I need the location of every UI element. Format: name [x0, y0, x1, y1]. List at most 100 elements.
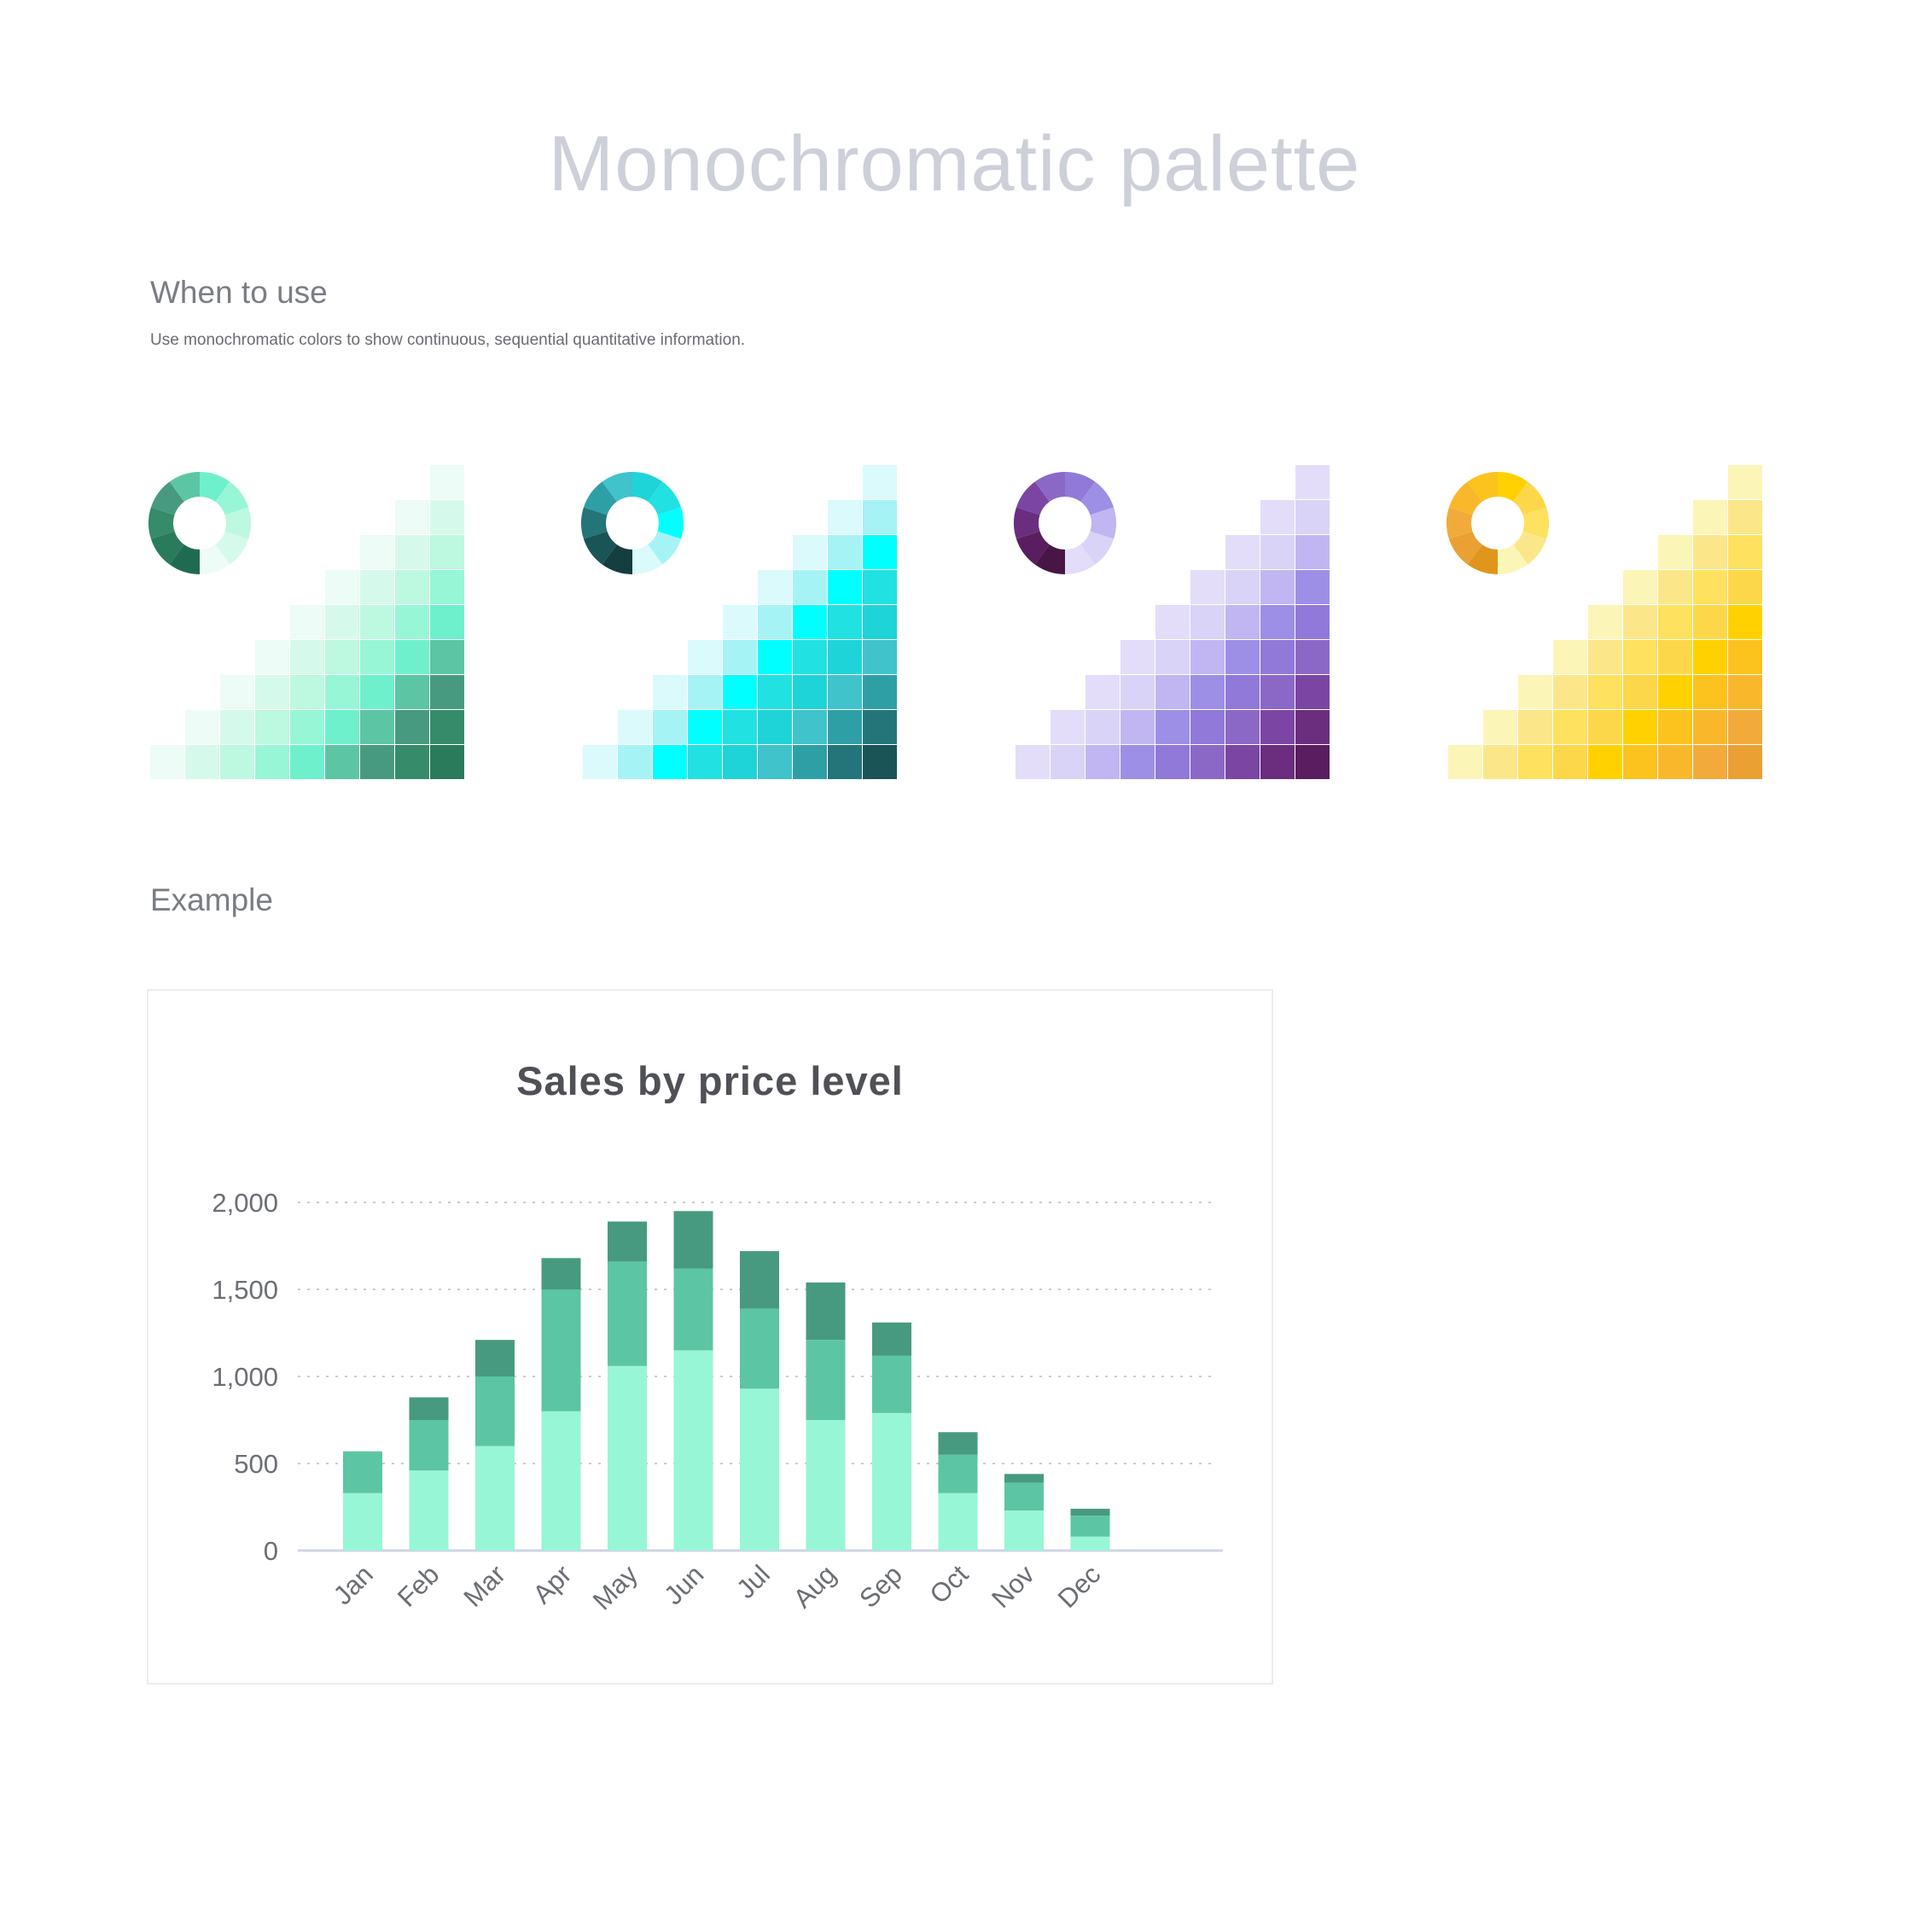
- swatch-cell: [1120, 675, 1155, 709]
- swatch-cell: [1658, 535, 1692, 569]
- swatch-cell: [1553, 710, 1587, 744]
- swatch-cell: [1051, 745, 1085, 779]
- swatch-cell: [1518, 675, 1552, 709]
- bar-segment-nov-2: [1004, 1482, 1044, 1511]
- swatch-cell: [653, 675, 687, 709]
- swatch-cell: [185, 745, 219, 779]
- x-tick-label: Jan: [328, 1559, 379, 1610]
- swatch-cell: [430, 500, 464, 534]
- swatch-cell: [758, 675, 792, 709]
- swatch-cell: [1623, 675, 1657, 709]
- swatch-cell: [1553, 745, 1587, 779]
- donut-slice: [1065, 544, 1096, 574]
- swatch-cell: [360, 710, 394, 744]
- x-tick-label: Dec: [1052, 1559, 1107, 1614]
- swatch-cell: [1120, 640, 1155, 674]
- swatch-cell: [290, 640, 324, 674]
- swatch-cell: [828, 535, 862, 569]
- x-tick-label: Jul: [730, 1559, 776, 1604]
- swatch-cell: [1225, 535, 1260, 569]
- swatch-cell: [1693, 710, 1727, 744]
- swatch-cell: [430, 535, 464, 569]
- swatch-cell: [290, 675, 324, 709]
- donut-slice: [148, 507, 175, 539]
- donut-slice: [200, 544, 230, 574]
- swatch-cell: [828, 570, 862, 604]
- swatch-cell: [360, 570, 394, 604]
- swatch-cell: [1518, 745, 1552, 779]
- swatch-cell: [325, 710, 359, 744]
- donut-slice: [1513, 481, 1547, 515]
- palette-yellow: [1446, 465, 1762, 779]
- bar-segment-jul-2: [740, 1308, 779, 1389]
- donut-slice: [1014, 507, 1040, 539]
- bar-segment-aug-2: [806, 1340, 846, 1420]
- donut-slice: [648, 481, 682, 515]
- swatch-cell: [1190, 605, 1225, 639]
- donut-slice: [602, 472, 632, 502]
- y-tick-label: 1,500: [212, 1275, 278, 1305]
- swatch-cell: [1190, 710, 1225, 744]
- palette-purple: [1014, 465, 1330, 779]
- swatch-cell: [1260, 640, 1295, 674]
- swatch-cell: [220, 745, 254, 779]
- swatch-cell: [828, 605, 862, 639]
- donut-slice: [1446, 507, 1473, 539]
- donut-slice: [1065, 472, 1096, 502]
- swatch-cell: [688, 745, 722, 779]
- swatch-cell: [1693, 745, 1727, 779]
- donut-slice: [1448, 481, 1482, 515]
- swatch-cell: [395, 675, 429, 709]
- bar-segment-nov-3: [1004, 1474, 1044, 1483]
- swatch-cell: [828, 675, 862, 709]
- palette-teal: [581, 465, 897, 779]
- swatch-cell: [1260, 745, 1295, 779]
- swatch-cell: [1260, 675, 1295, 709]
- y-tick-label: 2,000: [212, 1188, 278, 1218]
- swatch-cell: [1588, 605, 1622, 639]
- swatch-cell: [1295, 500, 1330, 534]
- palette-swatches: [148, 465, 1762, 779]
- swatch-cell: [828, 710, 862, 744]
- donut-slice: [632, 472, 663, 502]
- x-tick-label: Apr: [527, 1559, 578, 1609]
- swatch-cell: [1155, 675, 1190, 709]
- donut-slice: [1034, 544, 1065, 574]
- bar-segment-jul-1: [740, 1388, 779, 1551]
- donut-slice: [581, 507, 608, 539]
- swatch-cell: [1295, 710, 1330, 744]
- donut-slice: [169, 472, 200, 502]
- swatch-cell: [1260, 570, 1295, 604]
- swatch-cell: [325, 640, 359, 674]
- swatch-cell: [863, 500, 897, 534]
- donut-slice: [1498, 544, 1528, 574]
- donut-slice: [602, 544, 632, 574]
- bar-segment-feb-1: [409, 1470, 449, 1551]
- swatch-cell: [430, 570, 464, 604]
- swatch-cell: [1728, 570, 1762, 604]
- bar-segment-oct-3: [938, 1432, 978, 1455]
- swatch-cell: [863, 465, 897, 499]
- swatch-cell: [723, 605, 757, 639]
- bar-segment-sep-1: [872, 1412, 911, 1551]
- x-tick-label: Sep: [853, 1559, 908, 1614]
- bar-segment-jan-1: [343, 1493, 382, 1551]
- swatch-cell: [1295, 675, 1330, 709]
- swatch-cell: [863, 570, 897, 604]
- swatch-cell: [1225, 605, 1260, 639]
- donut-slice: [150, 531, 184, 565]
- swatch-cell: [1260, 710, 1295, 744]
- swatch-cell: [1588, 640, 1622, 674]
- swatch-cell: [863, 535, 897, 569]
- bar-segment-mar-1: [475, 1446, 515, 1551]
- swatch-cell: [1658, 640, 1692, 674]
- swatch-cell: [1225, 745, 1260, 779]
- swatch-cell: [793, 535, 827, 569]
- swatch-cell: [1588, 675, 1622, 709]
- donut-slice: [1080, 481, 1115, 515]
- bar-segment-dec-1: [1070, 1536, 1110, 1551]
- donut-slice: [1467, 544, 1498, 574]
- swatch-cell: [863, 675, 897, 709]
- bar-segment-may-2: [608, 1261, 647, 1366]
- x-tick-label: Jun: [658, 1559, 709, 1610]
